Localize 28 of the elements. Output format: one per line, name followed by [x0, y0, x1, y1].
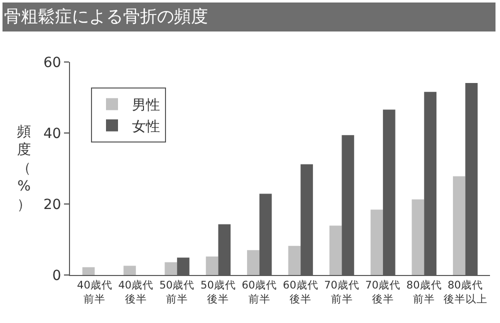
bar — [412, 199, 424, 275]
bar — [329, 226, 342, 275]
legend-label: 男性 — [132, 98, 160, 114]
x-tick-label: 80歳代後半以上 — [443, 278, 488, 306]
y-tick-label: 20 — [43, 196, 62, 213]
x-tick-label: 40歳代前半 — [77, 278, 112, 306]
x-tick-label: 70歳代前半 — [324, 278, 360, 306]
bar — [370, 210, 383, 275]
legend-label: 女性 — [132, 118, 160, 135]
y-tick-label: 0 — [52, 268, 62, 284]
bar — [124, 266, 136, 275]
x-tick-label: 70歳代後半 — [365, 278, 401, 306]
x-tick-label: 50歳代前半 — [159, 278, 195, 306]
x-tick-label: 50歳代後半 — [200, 278, 236, 306]
bar — [288, 246, 301, 275]
bar — [206, 256, 218, 275]
y-tick-label: 40 — [43, 126, 62, 142]
bar — [452, 176, 466, 275]
bar — [82, 267, 95, 275]
x-tick-label: 60歳代前半 — [242, 278, 278, 306]
x-tick-label: 40歳代後半 — [118, 278, 154, 306]
x-tick-label: 60歳代後半 — [282, 278, 318, 306]
y-tick-label: 60 — [43, 54, 62, 71]
chart-title: 骨粗鬆症による骨折の頻度 — [4, 7, 208, 27]
x-tick-label: 80歳代前半 — [406, 278, 442, 306]
bar — [247, 250, 260, 275]
y-axis-title: 頻度（%） — [17, 124, 31, 213]
bar — [164, 262, 178, 275]
